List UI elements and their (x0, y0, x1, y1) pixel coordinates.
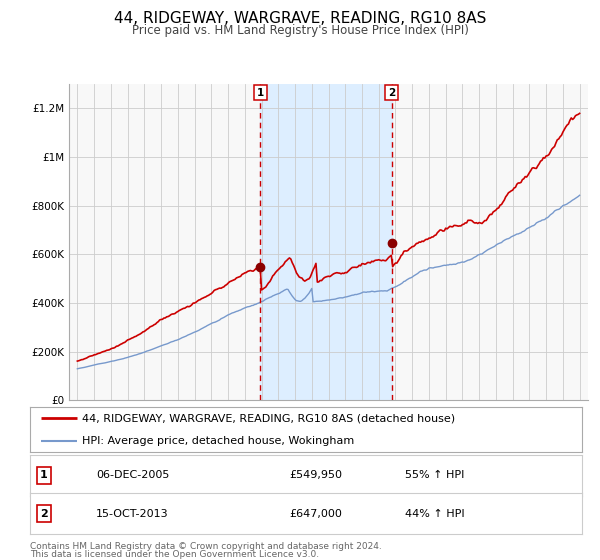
Text: 44, RIDGEWAY, WARGRAVE, READING, RG10 8AS: 44, RIDGEWAY, WARGRAVE, READING, RG10 8A… (114, 11, 486, 26)
Text: £647,000: £647,000 (289, 508, 343, 519)
Text: 55% ↑ HPI: 55% ↑ HPI (406, 470, 465, 480)
Text: 06-DEC-2005: 06-DEC-2005 (96, 470, 170, 480)
Text: 44, RIDGEWAY, WARGRAVE, READING, RG10 8AS (detached house): 44, RIDGEWAY, WARGRAVE, READING, RG10 8A… (82, 413, 455, 423)
Text: 1: 1 (257, 87, 264, 97)
Text: £549,950: £549,950 (289, 470, 343, 480)
Text: 1: 1 (40, 470, 47, 480)
Text: 15-OCT-2013: 15-OCT-2013 (96, 508, 169, 519)
Text: 2: 2 (40, 508, 47, 519)
Text: This data is licensed under the Open Government Licence v3.0.: This data is licensed under the Open Gov… (30, 550, 319, 559)
Text: 44% ↑ HPI: 44% ↑ HPI (406, 508, 465, 519)
Text: HPI: Average price, detached house, Wokingham: HPI: Average price, detached house, Woki… (82, 436, 355, 446)
Bar (260, 84, 392, 400)
Text: Price paid vs. HM Land Registry's House Price Index (HPI): Price paid vs. HM Land Registry's House … (131, 24, 469, 36)
Text: Contains HM Land Registry data © Crown copyright and database right 2024.: Contains HM Land Registry data © Crown c… (30, 542, 382, 550)
Text: 2: 2 (388, 87, 395, 97)
